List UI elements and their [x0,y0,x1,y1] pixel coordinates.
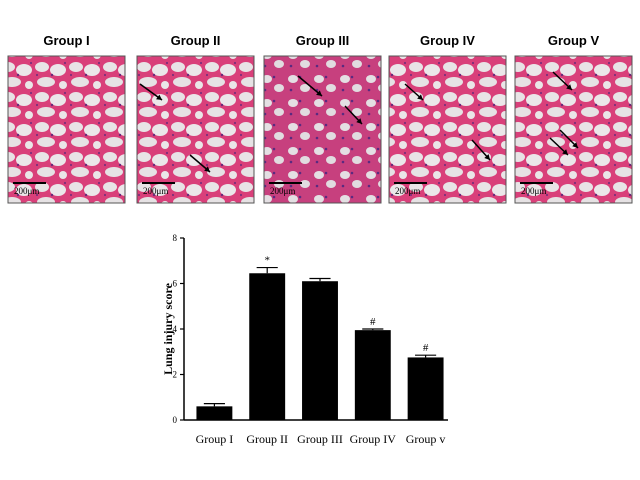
scale-label: 200μm [14,186,39,196]
x-tick-label: Group v [406,432,446,446]
histology-image [514,55,633,204]
histology-image [263,55,382,204]
bar [407,357,444,420]
x-tick-label: Group IV [350,432,397,446]
arrow-head [156,94,162,100]
x-tick-label: Group II [246,432,288,446]
panel-label: Group IV [420,33,475,48]
y-axis-label: Lung injury score [161,282,175,374]
scale-label: 200μm [395,186,420,196]
arrow-head [356,118,362,124]
arrow-head [204,166,210,172]
annotation: # [423,342,429,354]
histology-image [7,55,126,204]
scale-label: 200μm [143,186,168,196]
y-tick-label: 4 [173,324,178,334]
x-tick-label: Group I [196,432,234,446]
y-tick-label: 6 [173,279,178,289]
panel-label: Group I [43,33,89,48]
y-tick-label: 2 [173,370,178,380]
bar [249,273,286,420]
panel-label: Group III [296,33,349,48]
y-tick-label: 0 [173,415,178,425]
panel-label: Group V [548,33,600,48]
panel-label: Group II [171,33,221,48]
chart: Lung injury score 0 2 4 6 8 Group I Group II * G… [161,233,448,446]
histology-image [388,55,507,204]
arrow-head [484,154,490,160]
x-tick-label: Group III [297,432,343,446]
histology-image [136,55,255,204]
bar [302,281,338,420]
histology-panels: Group I 200μm Group II 200μm Group III 200μm G… [7,33,633,204]
scale-label: 200μm [270,186,295,196]
arrow-head [417,94,423,100]
bar [354,330,391,420]
arrow-head [562,149,568,155]
scale-label: 200μm [521,186,546,196]
arrow-head [566,84,572,90]
annotation: # [370,316,376,328]
arrow-head [572,142,578,148]
y-tick-label: 8 [173,233,178,243]
bar [196,406,233,420]
annotation: * [264,255,270,267]
arrow-head [316,90,322,96]
